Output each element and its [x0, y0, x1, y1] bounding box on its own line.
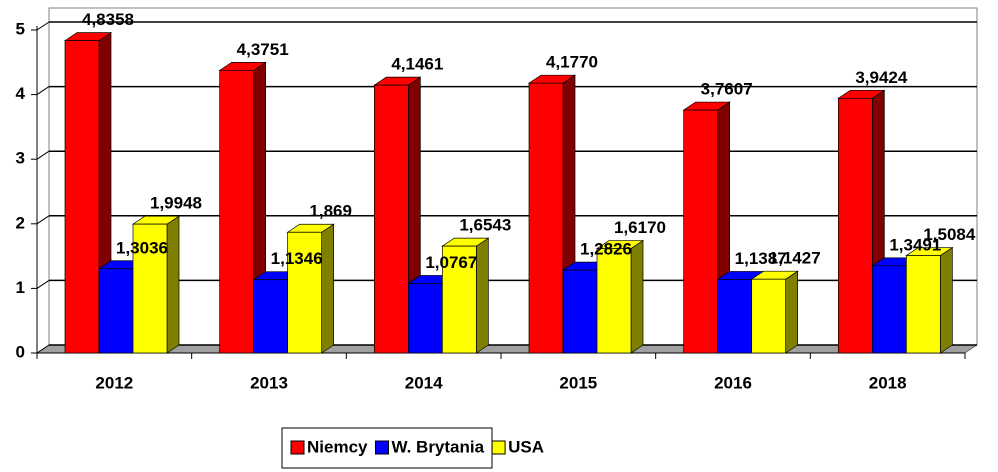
- legend-label: USA: [508, 437, 544, 456]
- x-tick-label: 2016: [714, 373, 752, 392]
- grid-side: [36, 344, 50, 354]
- bar: [373, 76, 422, 354]
- x-tick-label: 2013: [250, 373, 288, 392]
- bar-front: [562, 269, 598, 354]
- bar-front: [528, 82, 564, 354]
- value-label: 1,1346: [271, 249, 323, 268]
- legend: Niemcy W. Brytania USA: [281, 427, 544, 469]
- value-label: 1,3036: [116, 238, 168, 257]
- value-label: 1,2826: [580, 240, 632, 259]
- bar-side: [939, 246, 953, 354]
- bar-front: [219, 70, 255, 354]
- x-tick-label: 2015: [559, 373, 597, 392]
- value-label: 3,7607: [701, 80, 753, 99]
- y-tick-label: 2: [16, 213, 25, 232]
- bar-side: [166, 215, 180, 354]
- value-label: 1,6170: [614, 218, 666, 237]
- bar-front: [683, 109, 719, 354]
- value-label: 4,1461: [391, 55, 443, 74]
- bar: [905, 246, 954, 354]
- value-label: 1,6543: [459, 216, 511, 235]
- bar-front: [253, 279, 289, 354]
- y-tick-label: 5: [16, 19, 25, 38]
- legend-swatch: [374, 440, 389, 455]
- bar-front: [596, 248, 632, 354]
- bar-front: [871, 265, 907, 354]
- bar-front: [905, 255, 941, 354]
- grid-side: [36, 215, 50, 225]
- grid-side: [36, 279, 50, 289]
- bar-front: [98, 268, 134, 354]
- value-label: 1,3491: [889, 235, 941, 254]
- y-tick-label: 0: [16, 342, 25, 361]
- x-tick-label: 2018: [869, 373, 907, 392]
- value-label: 1,1387: [735, 249, 787, 268]
- bar: [595, 239, 645, 354]
- bar-front: [287, 231, 323, 354]
- y-tick-label: 4: [16, 84, 26, 103]
- value-label: 4,1770: [546, 53, 598, 72]
- grid-side: [36, 150, 50, 160]
- bar-side: [630, 239, 644, 354]
- bar-front: [441, 245, 477, 354]
- bar-front: [837, 97, 873, 354]
- value-label: 4,3751: [237, 40, 289, 59]
- bar: [286, 223, 335, 354]
- value-label: 1,0767: [425, 253, 477, 272]
- bar: [131, 215, 181, 354]
- x-tick-label: 2014: [405, 373, 443, 392]
- y-tick-label: 1: [16, 278, 25, 297]
- bar-side: [475, 237, 489, 354]
- value-label: 1,5084: [923, 225, 976, 244]
- legend-label: Niemcy: [307, 437, 368, 456]
- bar-front: [407, 283, 443, 354]
- grid-side: [36, 21, 50, 31]
- bar-side: [321, 223, 335, 354]
- legend-swatch: [491, 440, 506, 455]
- y-tick-label: 3: [16, 149, 25, 168]
- bar: [750, 270, 799, 354]
- legend-label: W. Brytania: [391, 437, 484, 456]
- bar-side: [785, 270, 799, 354]
- back-wall: [48, 7, 978, 346]
- value-label: 1,869: [309, 202, 352, 221]
- bar-front: [751, 278, 787, 354]
- bar-front: [717, 279, 753, 354]
- floor: [36, 344, 978, 354]
- value-label: 3,9424: [855, 68, 908, 87]
- bar: [441, 237, 490, 354]
- legend-swatch: [290, 440, 305, 455]
- value-label: 1,1427: [769, 249, 821, 268]
- x-tick-label: 2012: [95, 373, 133, 392]
- bar-front: [373, 84, 409, 354]
- bar-front: [64, 40, 100, 354]
- value-label: 4,8358: [82, 10, 134, 29]
- bar-front: [132, 223, 168, 354]
- bar: [527, 74, 577, 354]
- grid-side: [36, 86, 50, 96]
- value-label: 1,9948: [150, 194, 202, 213]
